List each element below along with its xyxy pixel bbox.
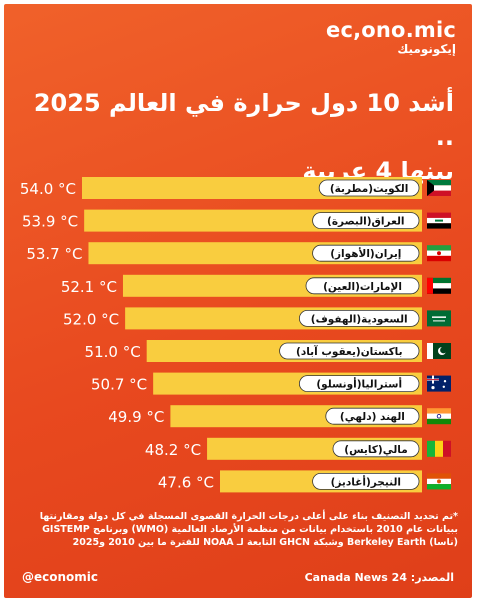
infographic-card: ec,ono.mic إيكونوميك أشد 10 دول حرارة في… bbox=[4, 4, 472, 598]
bar-row: 53.7 °C إيران(الأهواز) bbox=[26, 242, 451, 265]
category-pill bbox=[318, 179, 420, 197]
category-label: الإمارات(العين) bbox=[323, 281, 402, 293]
category-label: أستراليا(أونسلو) bbox=[316, 377, 402, 391]
source-credit: المصدر: Canada News 24 bbox=[304, 571, 454, 584]
value-label: 48.2 °C bbox=[145, 441, 201, 459]
bar-row: 53.9 °C العراق(البصرة) bbox=[22, 209, 451, 232]
value-label: 53.9 °C bbox=[22, 213, 78, 231]
uae-flag-icon bbox=[427, 277, 451, 294]
category-label: السعودية(الهفوف) bbox=[311, 313, 408, 325]
category-pill bbox=[312, 212, 420, 230]
iran-flag-icon bbox=[427, 245, 451, 262]
kuwait-flag-icon bbox=[427, 180, 451, 196]
bar-row: 50.7 °C أستراليا(أونسلو) bbox=[91, 372, 451, 395]
category-pill bbox=[325, 407, 420, 425]
value-label: 50.7 °C bbox=[91, 376, 147, 394]
category-pill bbox=[279, 342, 420, 360]
value-label: 49.9 °C bbox=[108, 408, 164, 426]
chart-title-line-1: أشد 10 دول حرارة في العالم 2025 .. bbox=[33, 89, 454, 151]
category-label: باكستان(يعقوب آباد) bbox=[296, 345, 403, 358]
value-label: 52.0 °C bbox=[63, 310, 119, 328]
value-label: 54.0 °C bbox=[20, 180, 76, 198]
niger-flag-icon bbox=[427, 473, 451, 490]
category-label: العراق(البصرة) bbox=[327, 216, 405, 228]
category-label: إيران(الأهواز) bbox=[330, 247, 401, 260]
category-label: مالي(كايس) bbox=[344, 444, 407, 456]
saudi-flag-icon bbox=[427, 310, 451, 327]
category-label: الكويت(مطربة) bbox=[330, 183, 408, 195]
bar-row: 48.2 °C مالي(كايس) bbox=[145, 437, 451, 460]
australia-flag-icon bbox=[427, 375, 451, 392]
category-label: الهند (دلهي) bbox=[340, 411, 405, 423]
social-handle: @economic bbox=[22, 570, 99, 584]
bar-row: 54.0 °C الكويت(مطربة) bbox=[20, 177, 451, 199]
brand-arabic-name: إيكونوميك bbox=[397, 42, 456, 56]
mali-flag-icon bbox=[427, 440, 451, 457]
bar-row: 51.0 °C باكستان(يعقوب آباد) bbox=[85, 340, 451, 362]
category-pill bbox=[305, 277, 420, 295]
brand-logo: ec,ono.mic إيكونوميك bbox=[326, 18, 456, 57]
iraq-flag-icon bbox=[427, 212, 451, 229]
brand-name: ec,ono.mic bbox=[326, 18, 456, 42]
value-label: 47.6 °C bbox=[158, 473, 214, 491]
bar-row: 52.1 °C الإمارات(العين) bbox=[61, 274, 451, 297]
methodology-footnote: *تم تحديد التصنيف بناء على أعلى درجات ال… bbox=[39, 511, 458, 548]
category-pill bbox=[298, 375, 420, 393]
category-pill bbox=[332, 440, 420, 458]
bar-chart: 54.0 °C الكويت(مطربة) 53.9 °C العراق(البصرة… bbox=[20, 177, 451, 493]
india-flag-icon bbox=[427, 408, 451, 425]
category-pill bbox=[312, 472, 420, 490]
pakistan-flag-icon bbox=[427, 343, 451, 359]
category-label: النيجر(أغاديز) bbox=[331, 474, 401, 488]
bar-row: 47.6 °C النيجر(أغاديز) bbox=[158, 470, 451, 493]
category-pill bbox=[312, 244, 420, 262]
bar-row: 52.0 °C السعودية(الهفوف) bbox=[63, 307, 451, 330]
category-pill bbox=[298, 309, 420, 327]
value-label: 53.7 °C bbox=[26, 245, 82, 263]
value-label: 52.1 °C bbox=[61, 278, 117, 296]
bar-row: 49.9 °C الهند (دلهي) bbox=[108, 405, 451, 428]
value-label: 51.0 °C bbox=[85, 343, 141, 361]
